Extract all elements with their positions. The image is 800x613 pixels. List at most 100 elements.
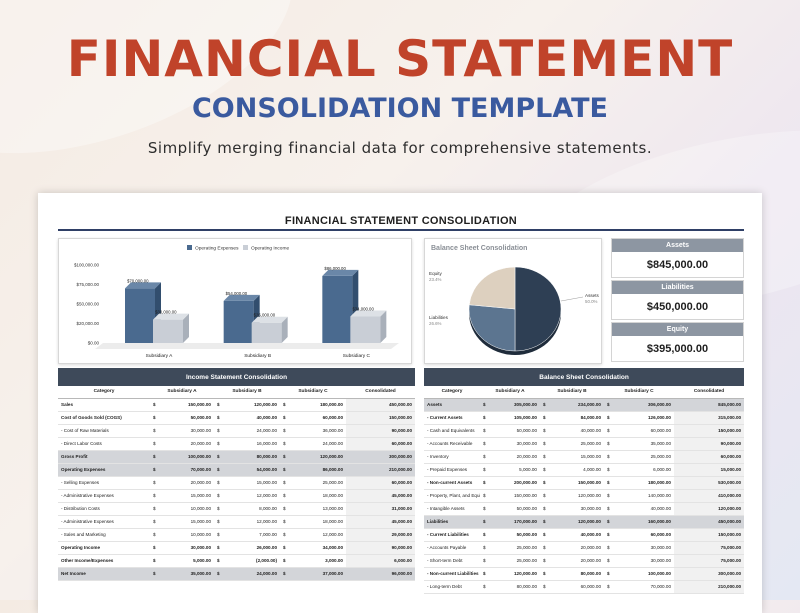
currency-cell[interactable]: $ xyxy=(150,554,158,568)
currency-cell[interactable]: $ xyxy=(480,567,488,581)
category-cell[interactable]: - Accounts Payable xyxy=(424,541,480,555)
subsidiary-c-cell[interactable]: 126,000.00 xyxy=(612,411,674,425)
currency-cell[interactable]: $ xyxy=(214,489,222,503)
currency-cell[interactable]: $ xyxy=(540,528,548,542)
category-cell[interactable]: - Intangible Assets xyxy=(424,502,480,516)
subsidiary-c-cell[interactable]: 70,000.00 xyxy=(612,580,674,594)
currency-cell[interactable]: $ xyxy=(280,541,288,555)
currency-cell[interactable]: $ xyxy=(540,554,548,568)
subsidiary-c-cell[interactable]: 40,000.00 xyxy=(612,502,674,516)
subsidiary-b-cell[interactable]: 16,000.00 xyxy=(222,437,280,451)
subsidiary-b-cell[interactable]: 15,000.00 xyxy=(222,476,280,490)
currency-cell[interactable]: $ xyxy=(480,489,488,503)
subsidiary-b-cell[interactable]: 40,000.00 xyxy=(548,528,604,542)
category-cell[interactable]: Operating Income xyxy=(58,541,150,555)
consolidated-cell[interactable]: 60,000.00 xyxy=(674,450,745,464)
currency-cell[interactable]: $ xyxy=(280,554,288,568)
currency-cell[interactable]: $ xyxy=(604,437,612,451)
currency-cell[interactable]: $ xyxy=(150,567,158,581)
consolidated-cell[interactable]: 90,000.00 xyxy=(674,437,745,451)
subsidiary-a-cell[interactable]: 10,000.00 xyxy=(158,502,214,516)
subsidiary-a-cell[interactable]: 5,000.00 xyxy=(158,554,214,568)
subsidiary-c-cell[interactable]: 13,000.00 xyxy=(288,502,346,516)
consolidated-cell[interactable]: 75,000.00 xyxy=(674,554,745,568)
currency-cell[interactable]: $ xyxy=(214,554,222,568)
consolidated-cell[interactable]: 450,000.00 xyxy=(674,515,745,529)
subsidiary-c-cell[interactable]: 25,000.00 xyxy=(612,450,674,464)
subsidiary-c-cell[interactable]: 36,000.00 xyxy=(288,424,346,438)
subsidiary-b-cell[interactable]: 24,000.00 xyxy=(222,424,280,438)
currency-cell[interactable]: $ xyxy=(480,463,488,477)
subsidiary-c-cell[interactable]: 35,000.00 xyxy=(612,437,674,451)
category-cell[interactable]: Operating Expenses xyxy=(58,463,150,477)
currency-cell[interactable]: $ xyxy=(540,398,548,412)
subsidiary-a-cell[interactable]: 20,000.00 xyxy=(488,450,540,464)
subsidiary-c-cell[interactable]: 25,000.00 xyxy=(288,476,346,490)
category-cell[interactable]: Liabilities xyxy=(424,515,480,529)
subsidiary-c-cell[interactable]: 12,000.00 xyxy=(288,528,346,542)
category-cell[interactable]: Cost of Goods Sold (COGS) xyxy=(58,411,150,425)
subsidiary-b-cell[interactable]: 40,000.00 xyxy=(548,424,604,438)
currency-cell[interactable]: $ xyxy=(150,476,158,490)
consolidated-cell[interactable]: 150,000.00 xyxy=(674,424,745,438)
subsidiary-b-cell[interactable]: 80,000.00 xyxy=(548,567,604,581)
subsidiary-b-cell[interactable]: 60,000.00 xyxy=(548,580,604,594)
currency-cell[interactable]: $ xyxy=(480,398,488,412)
currency-cell[interactable]: $ xyxy=(150,515,158,529)
subsidiary-b-cell[interactable]: 40,000.00 xyxy=(222,411,280,425)
currency-cell[interactable]: $ xyxy=(540,580,548,594)
subsidiary-a-cell[interactable]: 80,000.00 xyxy=(488,580,540,594)
currency-cell[interactable]: $ xyxy=(540,450,548,464)
currency-cell[interactable]: $ xyxy=(480,541,488,555)
subsidiary-b-cell[interactable]: 26,000.00 xyxy=(222,541,280,555)
consolidated-cell[interactable]: 530,000.00 xyxy=(674,476,745,490)
consolidated-cell[interactable]: 90,000.00 xyxy=(346,424,415,438)
currency-cell[interactable]: $ xyxy=(604,424,612,438)
consolidated-cell[interactable]: 150,000.00 xyxy=(674,528,745,542)
subsidiary-a-cell[interactable]: 50,000.00 xyxy=(488,502,540,516)
consolidated-cell[interactable]: 210,000.00 xyxy=(674,580,745,594)
subsidiary-c-cell[interactable]: 24,000.00 xyxy=(288,437,346,451)
subsidiary-a-cell[interactable]: 20,000.00 xyxy=(158,437,214,451)
currency-cell[interactable]: $ xyxy=(280,437,288,451)
category-cell[interactable]: - Inventory xyxy=(424,450,480,464)
subsidiary-b-cell[interactable]: 84,000.00 xyxy=(548,411,604,425)
subsidiary-a-cell[interactable]: 70,000.00 xyxy=(158,463,214,477)
currency-cell[interactable]: $ xyxy=(540,541,548,555)
category-cell[interactable]: - Property, Plant, and Equipment xyxy=(424,489,480,503)
subsidiary-b-cell[interactable]: 20,000.00 xyxy=(548,541,604,555)
currency-cell[interactable]: $ xyxy=(214,450,222,464)
subsidiary-b-cell[interactable]: (2,000.00) xyxy=(222,554,280,568)
subsidiary-b-cell[interactable]: 80,000.00 xyxy=(222,450,280,464)
consolidated-cell[interactable]: 31,000.00 xyxy=(346,502,415,516)
subsidiary-a-cell[interactable]: 15,000.00 xyxy=(158,489,214,503)
subsidiary-a-cell[interactable]: 5,000.00 xyxy=(488,463,540,477)
subsidiary-b-cell[interactable]: 234,000.00 xyxy=(548,398,604,412)
currency-cell[interactable]: $ xyxy=(604,463,612,477)
consolidated-cell[interactable]: 60,000.00 xyxy=(346,476,415,490)
consolidated-cell[interactable]: 150,000.00 xyxy=(346,411,415,425)
consolidated-cell[interactable]: 29,000.00 xyxy=(346,528,415,542)
currency-cell[interactable]: $ xyxy=(150,541,158,555)
consolidated-cell[interactable]: 75,000.00 xyxy=(674,541,745,555)
subsidiary-c-cell[interactable]: 140,000.00 xyxy=(612,489,674,503)
category-cell[interactable]: - Selling Expenses xyxy=(58,476,150,490)
subsidiary-a-cell[interactable]: 200,000.00 xyxy=(488,476,540,490)
consolidated-cell[interactable]: 45,000.00 xyxy=(346,515,415,529)
subsidiary-c-cell[interactable]: 60,000.00 xyxy=(612,424,674,438)
currency-cell[interactable]: $ xyxy=(214,411,222,425)
category-cell[interactable]: - Administrative Expenses xyxy=(58,489,150,503)
category-cell[interactable]: - Cost of Raw Materials xyxy=(58,424,150,438)
subsidiary-a-cell[interactable]: 50,000.00 xyxy=(158,411,214,425)
subsidiary-b-cell[interactable]: 12,000.00 xyxy=(222,489,280,503)
subsidiary-b-cell[interactable]: 150,000.00 xyxy=(548,476,604,490)
subsidiary-a-cell[interactable]: 150,000.00 xyxy=(488,489,540,503)
category-cell[interactable]: - Direct Labor Costs xyxy=(58,437,150,451)
subsidiary-b-cell[interactable]: 30,000.00 xyxy=(548,502,604,516)
subsidiary-a-cell[interactable]: 305,000.00 xyxy=(488,398,540,412)
subsidiary-c-cell[interactable]: 18,000.00 xyxy=(288,489,346,503)
consolidated-cell[interactable]: 300,000.00 xyxy=(346,450,415,464)
currency-cell[interactable]: $ xyxy=(480,528,488,542)
consolidated-cell[interactable]: 845,000.00 xyxy=(674,398,745,412)
currency-cell[interactable]: $ xyxy=(214,437,222,451)
